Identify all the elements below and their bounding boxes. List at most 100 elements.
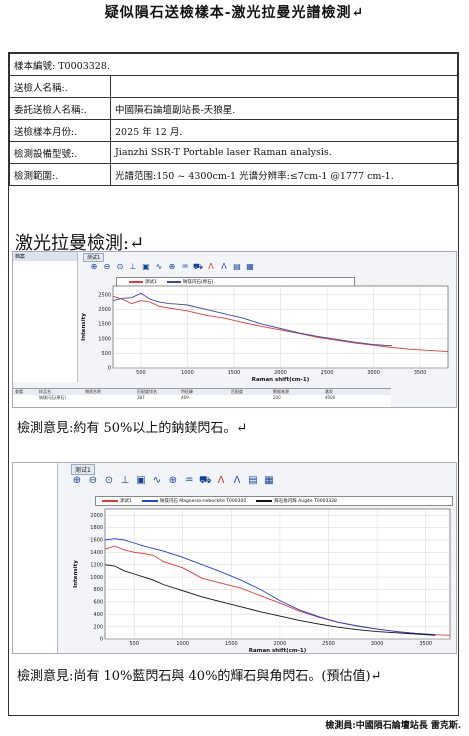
multi-spectrum-icon[interactable]: Λ [221,262,227,271]
raman-software-screenshot-2: 测试1 ⊕ ⊖ ⊙ ⊥ ▣ ∿ ⊕ ♒ ⛟ Λ Λ ▤ ▦ 测试1 钠镁闪石 M… [12,462,457,654]
peak-icon[interactable]: ▣ [142,262,150,271]
search-icon[interactable]: ⊕ [168,262,176,271]
y-tick-label: 800 [93,587,103,593]
x-axis-label: Raman shift(cm-1) [249,648,307,653]
results-cell: 387 [137,395,145,400]
zoom-in-icon[interactable]: ⊕ [72,475,82,486]
results-header-cell: 特征峰 [181,389,193,394]
y-tick-label: 1500 [98,322,111,328]
export-icon[interactable]: ▤ [233,262,241,271]
y-tick-label: 1000 [98,336,111,342]
y-tick-label: 1000 [90,575,103,581]
series-line-1 [112,295,449,353]
baseline-icon[interactable]: ⊥ [120,475,130,486]
y-tick-label: 1400 [90,550,103,556]
info-table: 樣本編號: T0003328. 送檢人名稱:. 委託送檢人名稱:. 中國隕石論壇副站長… [9,53,458,186]
zoom-reset-icon[interactable]: ⊙ [104,475,114,486]
info-value: 中國隕石論壇副站長-夭狼星. [110,97,458,120]
legend-item: 钠镁闪石(原石) [166,279,213,285]
x-tick-label: 1000 [181,370,194,376]
results-header-cell: 物质名称 [85,389,101,394]
x-tick-label: 3500 [419,641,432,647]
y-tick-label: 400 [93,612,103,618]
x-tick-label: 2000 [274,370,287,376]
info-label: 樣本編號: T0003328. [9,53,458,76]
y-tick-label: 1800 [90,525,103,531]
info-row: 檢測設備型號:. Jianzhi SSR-T Portable laser Ram… [9,141,458,164]
inspector-signature: 檢測員:中國隕石論壇站長 雷克斯. [325,721,461,731]
results-header-cell: 匹配度 [231,389,243,394]
tab-test1[interactable]: 测试1 [83,253,105,262]
info-value: Jianzhi SSR-T Portable laser Raman analy… [110,141,458,164]
y-tick-label: 0 [108,366,111,372]
legend-item: 测试1 [102,498,132,504]
info-label: 送檢人名稱:. [9,75,111,98]
y-axis-label: Intensity [81,313,87,341]
y-tick-label: 2500 [98,292,111,298]
smooth-icon[interactable]: ∿ [155,262,163,271]
match-icon[interactable]: ♒ [184,475,194,486]
results-header-cell: 样品名 [39,389,51,394]
results-cell: 200 [273,395,281,400]
info-label: 委託送檢人名稱:. [9,97,111,120]
zoom-out-icon[interactable]: ⊖ [103,262,111,271]
search-icon[interactable]: ⊕ [168,475,178,486]
inspection-opinion-2: 檢測意見:尚有 10%藍閃石與 40%的輝石與角閃石。(預估值)↵ [17,669,382,684]
info-value: 2025 年 12 月. [110,119,458,142]
save-icon[interactable]: ▦ [246,262,254,271]
multi-spectrum-icon[interactable]: Λ [233,475,241,486]
results-cell[interactable] [13,395,37,401]
results-header-cell: 匹配度排名 [137,389,157,394]
inspection-opinion-1: 檢測意見:約有 50%以上的鈉鎂閃石。↵ [17,421,248,436]
results-table: 查看 样品名 物质名称 匹配度排名 特征峰 匹配度 数据来源 激发 钠镁闪石(原石) 387 46… [13,388,391,407]
zoom-reset-icon[interactable]: ⊙ [116,262,124,271]
y-tick-label: 500 [101,351,111,357]
x-tick-label: 1500 [225,641,238,647]
results-header-cell: 激发 [325,389,333,394]
peak-icon[interactable]: ▣ [136,475,146,486]
results-header-cell: 数据来源 [273,389,289,394]
x-tick-label: 2500 [322,641,335,647]
raman-chart-2: 500 1000 1500 2000 2500 3000 3500 0 200 400 600 800… [73,508,451,653]
results-header-cell: 查看 [15,389,23,394]
tab-test1[interactable]: 测试1 [71,464,95,475]
toolbar: ⊕ ⊖ ⊙ ⊥ ▣ ∿ ⊕ ♒ ⛟ Λ Λ ▤ ▦ [89,262,255,272]
results-cell: 469 [181,395,189,400]
info-label: 送檢樣本月份:. [9,119,111,142]
results-cell: 4000 [325,395,336,400]
results-cell: 钠镁闪石(原石) [39,395,67,400]
raman-software-screenshot-1: 档案 测试1 ⊕ ⊖ ⊙ ⊥ ▣ ∿ ⊕ ♒ ⛟ Λ Λ ▤ ▦ 测试1 钠镁闪… [12,251,457,408]
export-icon[interactable]: ▤ [248,475,258,486]
section-title: 激光拉曼檢測:↵ [15,233,145,254]
match-icon[interactable]: ♒ [181,262,189,271]
baseline-icon[interactable]: ⊥ [129,262,137,271]
plot-area [104,508,451,640]
info-row: 送檢樣本月份:. 2025 年 12 月. [9,119,458,142]
x-tick-label: 500 [129,641,139,647]
spectrum-icon[interactable]: Λ [208,262,214,271]
x-tick-label: 2000 [274,641,287,647]
y-tick-label: 200 [93,624,103,630]
library-icon[interactable]: ⛟ [199,475,212,486]
save-icon[interactable]: ▦ [264,475,274,486]
info-row: 檢測範圍:. 光譜范围:150 ~ 4300cm-1 光谱分辨率:≤7cm-1 @… [9,163,458,186]
smooth-icon[interactable]: ∿ [152,475,162,486]
results-cell [229,395,271,401]
page-title: 疑似隕石送檢樣本-激光拉曼光譜檢測↵ [104,5,365,21]
x-tick-label: 3000 [371,641,384,647]
x-tick-label: 2500 [321,370,334,376]
legend-item: 辉石角闪辉 Augite T0003328 [256,498,337,504]
spectrum-icon[interactable]: Λ [217,475,225,486]
chart2-legend: 测试1 钠镁闪石 Magnesio-riebeckite T000300 辉石角… [95,496,453,506]
x-tick-label: 3500 [414,370,427,376]
x-tick-label: 1500 [228,370,241,376]
info-row: 送檢人名稱:. [9,75,458,98]
left-panel: 档案 [13,252,78,382]
zoom-in-icon[interactable]: ⊕ [90,262,98,271]
zoom-out-icon[interactable]: ⊖ [88,475,98,486]
series-line-2 [104,538,436,636]
info-row: 樣本編號: T0003328. [9,53,458,76]
library-icon[interactable]: ⛟ [193,262,204,271]
left-panel [13,463,58,653]
x-tick-label: 1000 [176,641,189,647]
